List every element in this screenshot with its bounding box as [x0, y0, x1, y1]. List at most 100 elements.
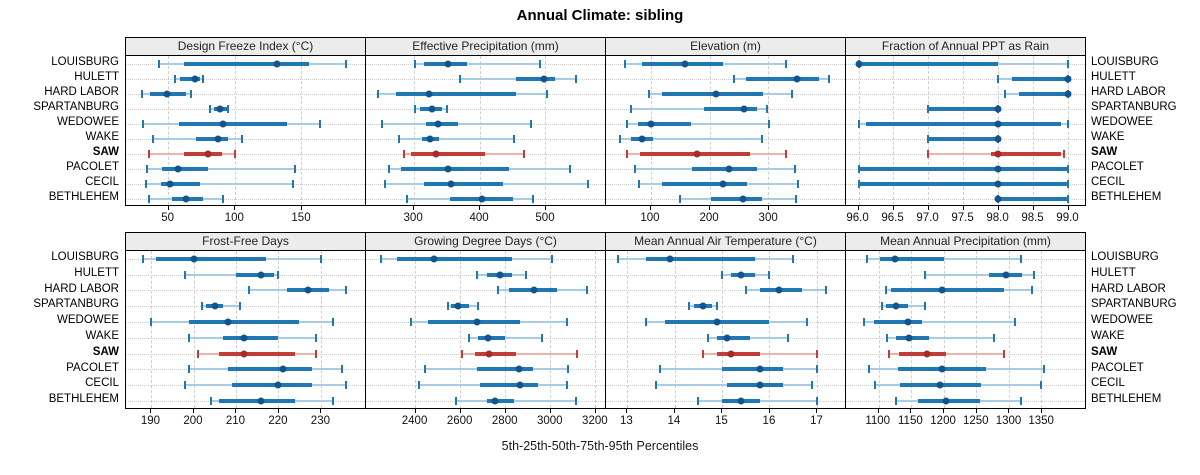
iqr-bar	[410, 151, 486, 156]
interval-row	[366, 251, 605, 267]
gridline	[911, 251, 913, 408]
median-dot	[224, 318, 232, 326]
site-label: HARD LABOR	[1091, 282, 1166, 295]
axis-tick	[545, 206, 546, 210]
axis-tick	[709, 206, 711, 210]
median-dot	[739, 195, 747, 202]
iqr-bar	[189, 320, 300, 325]
interval-row	[846, 116, 1085, 131]
row-guide-line	[846, 306, 1085, 308]
gridline	[878, 251, 880, 408]
median-dot	[485, 350, 493, 358]
median-dot	[304, 286, 312, 294]
axis-tick	[1067, 206, 1069, 210]
iqr-bar	[661, 91, 763, 96]
panel-strip: Fraction of Annual PPT as Rain	[845, 37, 1086, 56]
median-dot	[891, 255, 899, 263]
interval-row	[606, 71, 845, 86]
row-guide-line	[126, 78, 365, 80]
axis-tick	[857, 206, 859, 210]
whisker-cap	[174, 74, 177, 83]
whisker-cap	[1031, 286, 1034, 295]
median-dot	[775, 286, 783, 294]
whisker-cap	[586, 286, 589, 295]
axis-tick	[549, 409, 551, 413]
interval-row	[126, 116, 365, 131]
whisker-cap	[575, 74, 578, 83]
interval-row	[126, 101, 365, 116]
tick-label: 300	[403, 212, 423, 224]
interval-row	[366, 346, 605, 362]
iqr-bar	[746, 76, 820, 81]
gridline	[943, 251, 945, 408]
whisker-cap	[512, 134, 515, 143]
interval-row	[606, 393, 845, 409]
whisker-cap	[417, 381, 420, 390]
tick-label: 1100	[865, 415, 891, 427]
site-label: WEDOWEE	[57, 116, 119, 128]
percentile-whisker	[619, 137, 762, 140]
site-label: WAKE	[85, 131, 119, 143]
whisker-cap	[806, 318, 809, 327]
whisker-cap	[1033, 270, 1036, 279]
whisker-cap	[702, 349, 705, 358]
iqr-bar	[395, 91, 517, 96]
tick-label: 97.5	[951, 212, 974, 224]
whisker-cap	[923, 302, 926, 311]
median-dot	[793, 75, 801, 82]
tick-label: 400	[469, 212, 489, 224]
gridline	[650, 56, 652, 205]
whisker-cap	[525, 270, 528, 279]
whisker-cap	[208, 104, 211, 113]
interval-row	[126, 346, 365, 362]
median-dot	[257, 397, 265, 405]
whisker-cap	[785, 149, 788, 158]
whisker-cap	[387, 164, 390, 173]
whisker-cap	[857, 119, 860, 128]
median-dot	[444, 60, 452, 67]
whisker-cap	[768, 270, 771, 279]
whisker-cap	[654, 381, 657, 390]
axis-tick	[962, 206, 964, 210]
whisker-cap	[551, 254, 554, 263]
median-dot	[496, 271, 504, 279]
whisker-cap	[716, 302, 719, 311]
median-dot	[904, 318, 912, 326]
gridline	[594, 251, 596, 408]
whisker-cap	[541, 333, 544, 342]
gridline	[709, 56, 711, 205]
whisker-cap	[993, 333, 996, 342]
tick-label: 300	[758, 212, 778, 224]
median-dot	[444, 165, 452, 172]
interval-row	[846, 251, 1085, 267]
interval-row	[606, 146, 845, 161]
axis-tick	[816, 409, 818, 413]
median-dot	[478, 195, 486, 202]
iqr-bar	[515, 76, 556, 81]
median-dot	[240, 334, 248, 342]
panel-title: Mean Annual Air Temperature (°C)	[634, 234, 817, 248]
axis-tick	[594, 409, 596, 413]
site-label: WEDOWEE	[1091, 116, 1153, 128]
whisker-cap	[454, 397, 457, 406]
median-dot	[434, 120, 442, 127]
tick-label: 210	[225, 415, 246, 427]
tick-label: 2400	[401, 415, 428, 427]
gridline	[193, 251, 195, 408]
interval-row	[126, 393, 365, 409]
tick-label: 1250	[962, 415, 989, 427]
median-dot	[204, 150, 212, 157]
interval-row	[366, 131, 605, 146]
interval-row	[606, 131, 845, 146]
whisker-cap	[376, 89, 379, 98]
panel-body	[125, 55, 366, 206]
site-label: PACOLET	[66, 161, 119, 173]
panel-strip: Frost-Free Days	[125, 232, 366, 251]
panel-title: Effective Precipitation (mm)	[412, 39, 559, 53]
median-dot	[994, 180, 1002, 187]
gridline	[976, 251, 978, 408]
iqr-bar	[721, 367, 784, 372]
row-guide-line	[606, 306, 845, 308]
row-guide-line	[126, 108, 365, 110]
axis-tick	[892, 206, 894, 210]
